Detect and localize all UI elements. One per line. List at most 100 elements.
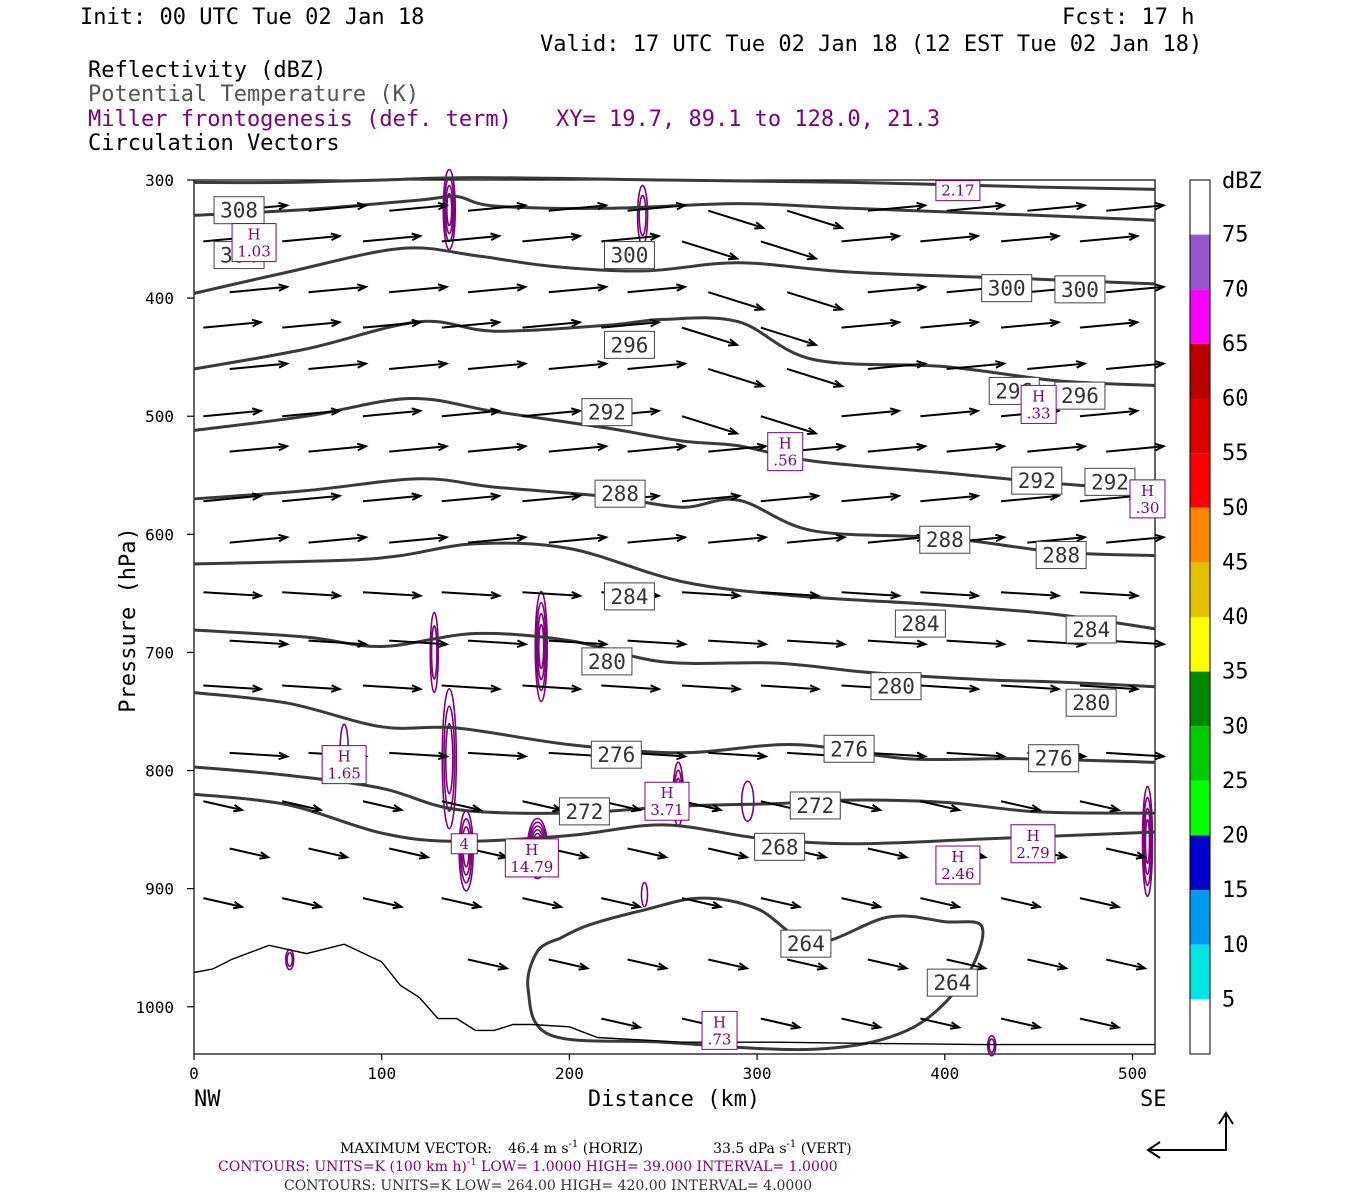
theta-label: 272 (789, 791, 841, 820)
plot-frame (193, 179, 1156, 1055)
circulation-vector (867, 958, 910, 971)
frontogenesis-contour (534, 590, 549, 703)
max-vert-value: 33.5 dPa s (713, 1141, 786, 1157)
colorbar-tick-label: 30 (1222, 714, 1249, 739)
circulation-vector (627, 360, 688, 370)
circulation-vector (1000, 232, 1062, 243)
svg-text:H: H (525, 841, 538, 859)
max-vector-label: MAXIMUM VECTOR: (340, 1141, 492, 1157)
svg-text:276: 276 (597, 743, 635, 767)
svg-text:288: 288 (926, 528, 964, 552)
theta-contour-288 (193, 477, 1156, 558)
circulation-vector (1027, 442, 1088, 453)
frontogenesis-maximum: H.30 (1129, 479, 1166, 519)
circulation-vector (229, 283, 290, 294)
circulation-vector (441, 407, 502, 418)
x-axis-title: Distance (km) (588, 1087, 760, 1112)
circulation-vector (1079, 591, 1141, 600)
theta-label: 276 (823, 734, 875, 763)
y-tick-label: 1000 (135, 998, 174, 1017)
circulation-vector (1106, 442, 1167, 453)
circulation-vector (522, 897, 564, 910)
colorbar-segment (1190, 944, 1210, 1000)
theta-label: 300 (1054, 275, 1106, 304)
frontogenesis-contour (988, 1038, 996, 1054)
circulation-vector (282, 684, 343, 693)
colorbar-tick-label: 55 (1222, 441, 1249, 466)
circulation-vector (708, 533, 769, 544)
colorbar-tick-label: 5 (1222, 987, 1235, 1012)
theta-contour-308 (193, 176, 1156, 191)
y-axis: 300 400 500 600 700 800 900 1000 (135, 171, 194, 1017)
circulation-vector (467, 283, 529, 294)
circulation-vector (841, 492, 902, 503)
x-tick-label: 200 (555, 1064, 584, 1083)
circulation-vector (441, 591, 502, 600)
y-tick-label: 800 (145, 762, 174, 781)
svg-text:H: H (338, 748, 351, 766)
reflectivity-colorbar: 5 10 15 20 25 30 35 40 45 50 55 60 65 70 75 (1189, 179, 1249, 1055)
svg-text:300: 300 (610, 244, 648, 268)
circulation-vector (841, 318, 902, 329)
circulation-vector (601, 1017, 643, 1030)
frontogenesis-maximum: H.73 (701, 1010, 738, 1050)
circulation-vector (1000, 800, 1043, 813)
colorbar-tick-label: 45 (1222, 550, 1249, 575)
circulation-vector (389, 360, 450, 370)
circulation-vector (841, 800, 883, 813)
circulation-vector (1027, 958, 1069, 971)
circulation-vector (920, 591, 981, 600)
circulation-vector (786, 209, 845, 230)
y-tick-label: 300 (145, 171, 174, 190)
circulation-vector (467, 958, 510, 971)
x-axis-left-end: NW (194, 1087, 221, 1112)
y-tick-label: 500 (145, 407, 174, 426)
svg-text:H: H (713, 1013, 726, 1031)
frontogenesis-contour-info: CONTOURS: UNITS=K (100 km h)-1 LOW= 1.00… (218, 1157, 838, 1175)
circulation-vector (920, 1017, 962, 1030)
circulation-vector (308, 533, 369, 544)
circulation-vector (467, 360, 529, 370)
svg-text:280: 280 (1072, 691, 1110, 715)
svg-text:272: 272 (796, 794, 834, 818)
theta-label: 280 (581, 647, 633, 676)
frontogenesis-contour (444, 722, 454, 795)
reference-vector-icon (1146, 1111, 1234, 1159)
circulation-vector (760, 492, 821, 503)
circulation-vector (282, 318, 343, 329)
colorbar-segment (1190, 453, 1210, 508)
colorbar-segment (1190, 398, 1210, 454)
circulation-vector (708, 751, 769, 761)
circulation-vector (760, 415, 819, 436)
circulation-vector (441, 897, 484, 910)
svg-text:.30: .30 (1136, 499, 1160, 517)
frontogenesis-contour (430, 624, 438, 680)
circulation-vector (467, 201, 529, 212)
init-time: Init: 00 UTC Tue 02 Jan 18 (80, 5, 424, 30)
x-tick-label: 400 (930, 1064, 959, 1083)
circulation-vector (548, 639, 609, 648)
svg-text:H: H (1141, 482, 1154, 500)
circulation-vector (548, 360, 609, 370)
y-tick-label: 600 (145, 525, 174, 544)
frontogenesis-range: LOW= 1.0000 HIGH= 39.000 INTERVAL= 1.000… (477, 1159, 838, 1175)
circulation-vector (681, 897, 724, 910)
circulation-vector (441, 684, 502, 693)
theta-label: 276 (590, 740, 642, 769)
colorbar-tick-label: 35 (1222, 660, 1249, 685)
circulation-vector (1079, 897, 1122, 910)
circulation-vector (867, 751, 929, 761)
theta-label: 288 (594, 479, 646, 508)
colorbar-segment (1190, 507, 1210, 563)
svg-text:.56: .56 (773, 452, 797, 470)
circulation-vector (867, 847, 910, 860)
field-frontogenesis: Miller frontogenesis (def. term) (88, 107, 512, 132)
colorbar-segment (1190, 999, 1210, 1054)
circulation-vector (601, 897, 643, 910)
circulation-vector (946, 639, 1007, 648)
theta-contour-276 (193, 691, 1156, 764)
circulation-vector (522, 492, 583, 503)
terrain-line (193, 943, 1155, 1046)
circulation-vector (627, 958, 669, 971)
